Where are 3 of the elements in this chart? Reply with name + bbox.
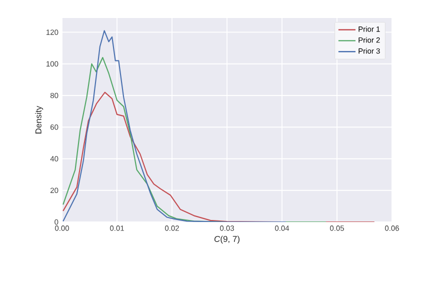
- line-series: [62, 30, 286, 222]
- y-axis-title: Density: [35, 106, 44, 134]
- x-axis-title: C(9, 7): [214, 236, 240, 244]
